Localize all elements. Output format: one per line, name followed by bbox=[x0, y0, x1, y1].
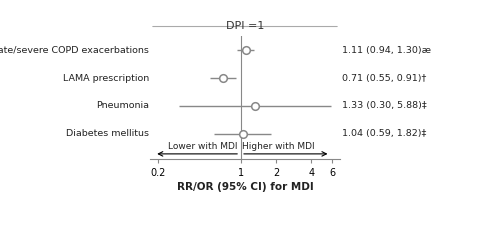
Text: Pneumonia: Pneumonia bbox=[96, 101, 149, 111]
Title: DPI =1: DPI =1 bbox=[226, 21, 264, 31]
Text: 1.04 (0.59, 1.82)‡: 1.04 (0.59, 1.82)‡ bbox=[342, 129, 426, 138]
Text: Higher with MDI: Higher with MDI bbox=[242, 142, 315, 151]
Text: LAMA prescription: LAMA prescription bbox=[63, 74, 149, 83]
X-axis label: RR/OR (95% CI) for MDI: RR/OR (95% CI) for MDI bbox=[176, 182, 314, 192]
Text: 0.71 (0.55, 0.91)†: 0.71 (0.55, 0.91)† bbox=[342, 74, 426, 83]
Text: Moderate/severe COPD exacerbations: Moderate/severe COPD exacerbations bbox=[0, 46, 149, 55]
Text: Lower with MDI: Lower with MDI bbox=[168, 142, 238, 151]
Text: 1.11 (0.94, 1.30)æ: 1.11 (0.94, 1.30)æ bbox=[342, 46, 431, 55]
Text: 1.33 (0.30, 5.88)‡: 1.33 (0.30, 5.88)‡ bbox=[342, 101, 426, 111]
Text: Diabetes mellitus: Diabetes mellitus bbox=[66, 129, 149, 138]
